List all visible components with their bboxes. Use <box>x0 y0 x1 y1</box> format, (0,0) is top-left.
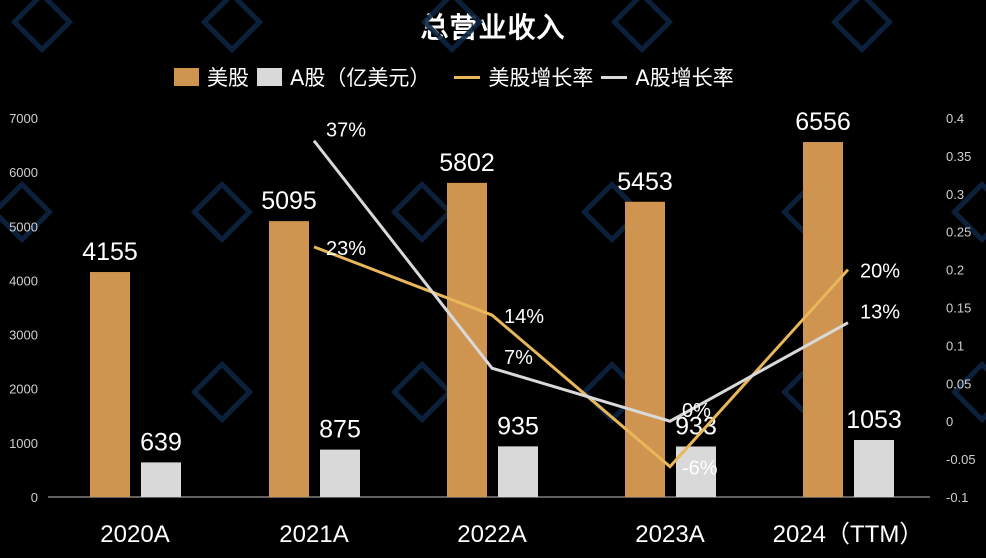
legend-item-us-revenue: 美股 <box>174 62 249 92</box>
legend-swatch-a-line <box>601 75 628 79</box>
legend-swatch-us <box>174 68 199 86</box>
x-tick-label: 2021A <box>279 521 348 548</box>
bar-us <box>803 142 843 497</box>
growth-label: 23% <box>326 238 366 260</box>
bar-us <box>90 272 130 497</box>
y2-tick-label: 0 <box>946 414 953 429</box>
bar-us <box>625 201 665 497</box>
growth-label: 14% <box>504 306 544 328</box>
y2-tick-label: 0.4 <box>946 111 964 126</box>
bar-value-us: 5095 <box>261 187 317 215</box>
y2-tick-label: 0.35 <box>946 149 971 164</box>
bar-a <box>676 446 716 497</box>
bar-value-us: 5802 <box>439 149 495 177</box>
growth-label: 37% <box>326 120 366 142</box>
y2-tick-label: 0.3 <box>946 187 964 202</box>
y2-tick-label: 0.15 <box>946 301 971 316</box>
legend-item-a-growth: A股增长率 <box>601 62 734 92</box>
line-us-growth <box>313 245 850 469</box>
bar-a <box>854 439 894 497</box>
y2-tick-label: 0.05 <box>946 376 971 391</box>
y-tick-label: 6000 <box>9 165 38 180</box>
bar-value-us: 6556 <box>795 108 851 136</box>
bar-us <box>269 221 309 497</box>
y-tick-label: 3000 <box>9 328 38 343</box>
x-tick-label: 2024（TTM） <box>773 521 924 548</box>
y-tick-label: 2000 <box>9 382 38 397</box>
bar-value-a: 639 <box>140 428 182 456</box>
bar-value-a: 1053 <box>846 406 902 434</box>
y-tick-label: 5000 <box>9 219 38 234</box>
y2-tick-label: 0.25 <box>946 225 971 240</box>
y2-tick-label: -0.05 <box>946 452 976 467</box>
line-a-growth <box>312 139 849 423</box>
growth-label: 13% <box>860 302 900 324</box>
bar-value-us: 5453 <box>617 168 673 196</box>
growth-label: 0% <box>682 400 711 422</box>
y-tick-label: 1000 <box>9 436 38 451</box>
legend-swatch-a <box>257 68 282 86</box>
legend-label: A股增长率 <box>635 66 734 90</box>
legend-label: A股（亿美元） <box>290 66 431 90</box>
y2-tick-label: 0.2 <box>946 263 964 278</box>
bar-value-a: 875 <box>319 416 361 444</box>
y2-tick-label: 0.1 <box>946 338 964 353</box>
bar-value-us: 4155 <box>82 238 138 266</box>
growth-label: 20% <box>860 261 900 283</box>
chart-legend: 美股 A股（亿美元） 美股增长率 A股增长率 <box>174 62 742 92</box>
bar-us <box>447 182 487 497</box>
y2-tick-label: -0.1 <box>946 490 968 505</box>
legend-item-a-revenue: A股（亿美元） <box>257 62 430 92</box>
legend-swatch-us-line <box>454 75 481 79</box>
growth-label: -6% <box>682 458 718 480</box>
chart-title: 总营业收入 <box>420 11 566 44</box>
x-tick-label: 2023A <box>635 521 704 548</box>
y-tick-label: 7000 <box>9 111 38 126</box>
bar-a <box>320 449 360 497</box>
y-tick-label: 4000 <box>9 273 38 288</box>
growth-label: 7% <box>504 347 533 369</box>
x-tick-label: 2022A <box>457 521 526 548</box>
legend-item-us-growth: 美股增长率 <box>454 62 593 92</box>
bar-a <box>141 462 181 497</box>
legend-label: 美股 <box>207 66 249 90</box>
x-tick-label: 2020A <box>100 521 169 548</box>
bar-value-a: 935 <box>497 412 539 440</box>
bar-a <box>498 446 538 497</box>
y-tick-label: 0 <box>31 490 38 505</box>
legend-label: 美股增长率 <box>488 66 594 90</box>
